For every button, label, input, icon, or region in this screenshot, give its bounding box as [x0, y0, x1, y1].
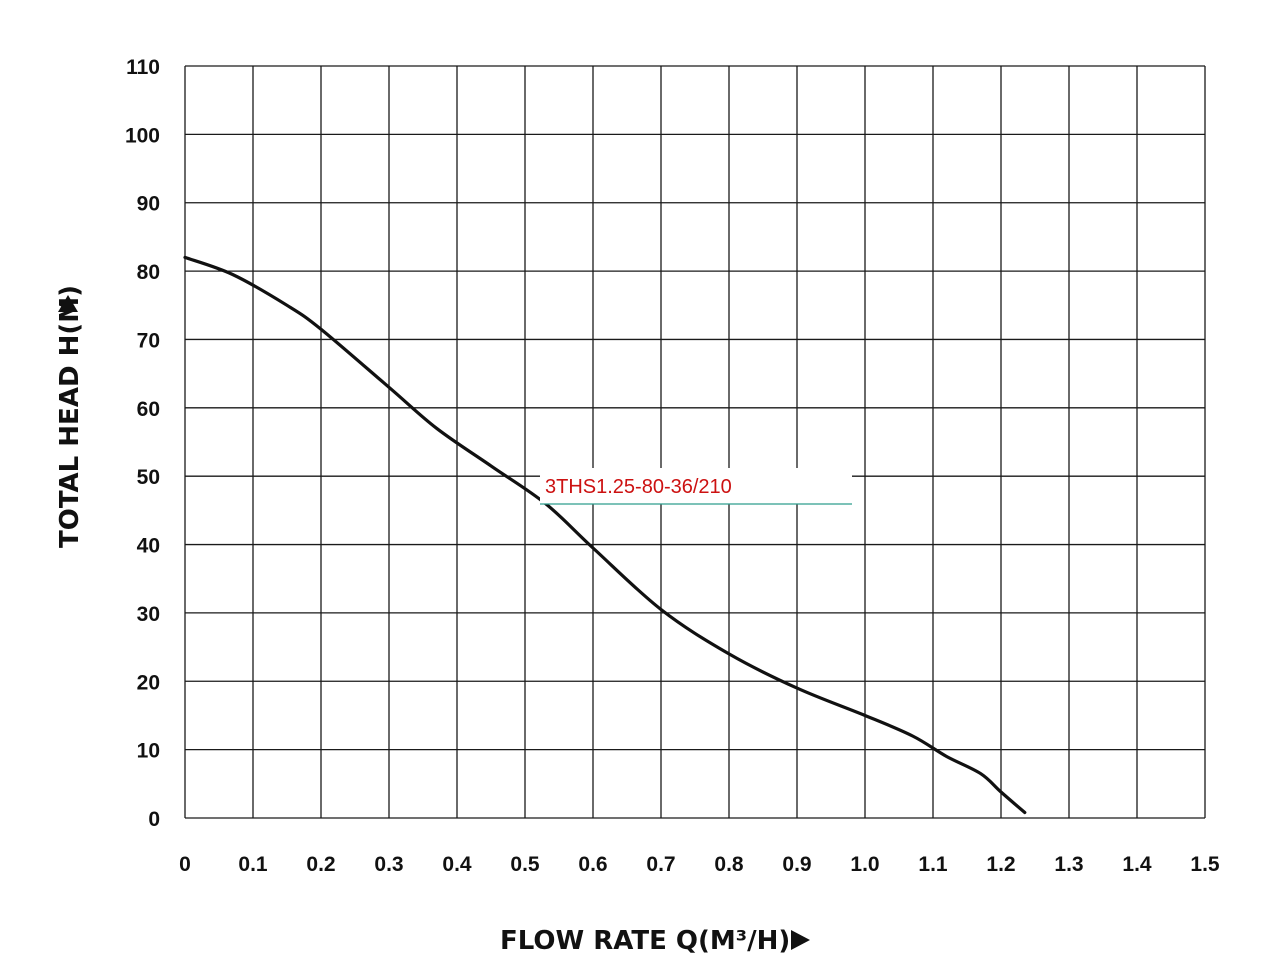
y-tick-label: 110: [126, 56, 160, 79]
x-tick-label: 0.3: [374, 853, 403, 876]
x-tick-label: 0.8: [714, 853, 744, 876]
x-tick-label: 0.7: [646, 853, 675, 876]
series-annotation-label: 3THS1.25-80-36/210: [545, 476, 732, 498]
y-tick-label: 20: [137, 671, 160, 694]
y-tick-label: 90: [137, 193, 160, 216]
y-tick-label: 50: [137, 466, 160, 489]
x-tick-label: 1.2: [986, 853, 1015, 876]
y-tick-label: 30: [137, 603, 160, 626]
y-axis-arrow-icon: [58, 295, 78, 312]
x-tick-label: 0.6: [578, 853, 607, 876]
x-axis-ticks: 0 0.1 0.2 0.3 0.4 0.5 0.6 0.7 0.8 0.9 1.0 1.1 1.2 1.3…: [179, 853, 1220, 876]
x-tick-label: 0.5: [510, 853, 540, 876]
annotations: 3THS1.25-80-36/210: [540, 468, 852, 505]
y-tick-label: 100: [125, 124, 160, 147]
x-tick-label: 0.4: [442, 853, 472, 876]
grid: [184, 65, 1206, 819]
annotation-background: [540, 468, 852, 504]
x-tick-label: 1.0: [850, 853, 879, 876]
y-axis-label: TOTAL HEAD H(M): [55, 285, 85, 548]
x-tick-label: 1.4: [1122, 853, 1152, 876]
series: [183, 255, 1027, 815]
x-tick-label: 1.1: [918, 853, 948, 876]
x-axis-arrow-icon: [791, 930, 810, 950]
y-tick-label: 10: [137, 740, 160, 763]
y-tick-label: 0: [148, 808, 160, 831]
y-axis-ticks: 0 10 20 30 40 50 60 70 80 90 100 110: [125, 56, 160, 831]
x-tick-label: 0.2: [306, 853, 335, 876]
y-tick-label: 40: [137, 535, 160, 558]
x-tick-label: 0.1: [238, 853, 268, 876]
x-tick-label: 0.9: [782, 853, 811, 876]
y-tick-label: 80: [137, 261, 160, 284]
y-tick-label: 60: [137, 398, 160, 421]
x-tick-label: 1.3: [1054, 853, 1083, 876]
pump-curve-line: [183, 255, 1027, 815]
x-tick-label: 1.5: [1190, 853, 1220, 876]
x-tick-label: 0: [179, 853, 191, 876]
x-axis-label: FLOW RATE Q(M³/H): [500, 926, 790, 956]
y-tick-label: 70: [137, 329, 160, 352]
